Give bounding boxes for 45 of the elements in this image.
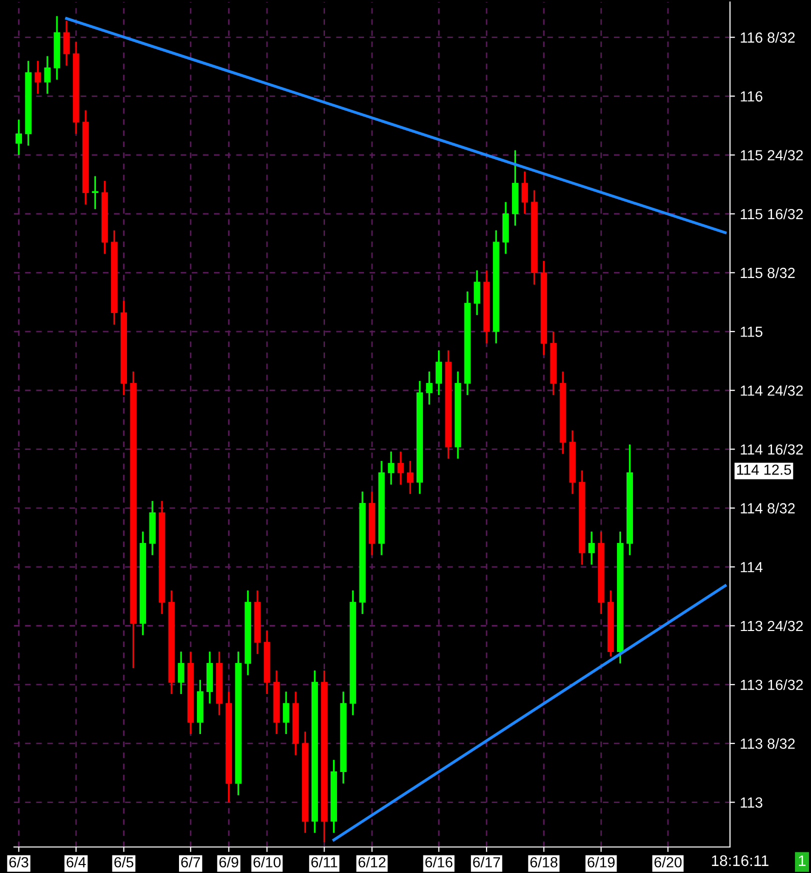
x-tick-label: 6/18 xyxy=(530,856,558,868)
x-tick-label: 6/4 xyxy=(66,856,86,868)
y-tick-label: 113 24/32 xyxy=(740,620,803,632)
candlestick xyxy=(426,370,432,406)
y-tick-label: 113 8/32 xyxy=(740,738,795,749)
x-tick-label: 6/19 xyxy=(588,856,615,868)
x-tick-label: 6/10 xyxy=(254,856,281,868)
x-tick-label: 6/16 xyxy=(425,856,452,868)
x-tick-label: 6/17 xyxy=(473,856,500,868)
text: 114 12.5 xyxy=(737,464,792,475)
candlestick xyxy=(522,170,528,215)
y-tick-label: 115 xyxy=(740,326,762,337)
y-tick-label: 114 16/32 xyxy=(740,444,803,455)
candlestick xyxy=(588,530,595,566)
y-tick-label: 115 16/32 xyxy=(740,208,803,220)
y-tick-label: 116 xyxy=(740,91,762,102)
candlestick xyxy=(34,60,42,95)
x-tick-label: 6/5 xyxy=(114,856,134,868)
x-tick-label: 6/12 xyxy=(358,856,386,868)
text: 1 xyxy=(798,855,806,866)
candlestick xyxy=(178,650,184,695)
candlestick xyxy=(474,269,480,316)
candlestick xyxy=(44,55,51,95)
y-tick-label: 115 24/32 xyxy=(740,150,803,160)
y-tick-label: 115 8/32 xyxy=(740,267,795,278)
candlestick xyxy=(16,118,22,156)
y-tick-label: 114 24/32 xyxy=(740,385,803,396)
candlestick xyxy=(63,20,70,66)
candlestick xyxy=(388,450,394,486)
candlestick xyxy=(92,175,98,210)
candlestick xyxy=(397,450,404,486)
y-tick-label: 113 xyxy=(740,797,762,808)
text: 18:16:11 xyxy=(712,855,768,866)
x-tick-label: 6/3 xyxy=(9,856,28,868)
x-tick-label: 6/11 xyxy=(311,856,338,868)
candlestick xyxy=(436,350,442,396)
y-tick-label: 113 16/32 xyxy=(740,679,803,690)
x-tick-label: 6/20 xyxy=(654,856,682,868)
candlestick xyxy=(282,690,290,735)
x-tick-label: 6/7 xyxy=(181,856,200,868)
y-tick-label: 114 8/32 xyxy=(740,502,795,514)
x-tick-label: 6/9 xyxy=(219,856,238,868)
candlestick xyxy=(406,460,414,495)
y-tick-label: 116 8/32 xyxy=(740,32,795,43)
y-tick-label: 114 xyxy=(740,562,763,572)
